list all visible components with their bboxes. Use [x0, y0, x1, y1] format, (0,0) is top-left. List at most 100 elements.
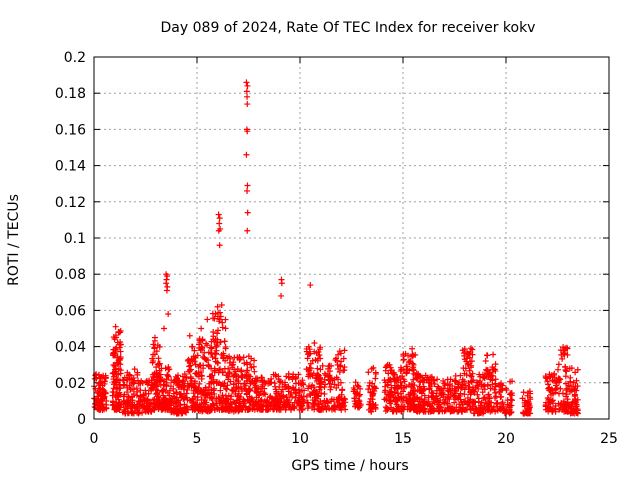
data-point	[160, 386, 167, 393]
data-point	[197, 387, 204, 394]
data-point	[243, 88, 250, 95]
data-point	[384, 406, 391, 413]
data-point	[564, 351, 571, 358]
data-point	[490, 351, 497, 358]
data-point	[158, 365, 165, 372]
data-point	[397, 382, 404, 389]
data-point	[509, 378, 516, 385]
data-point	[164, 273, 171, 280]
data-point	[489, 364, 496, 371]
data-point	[205, 349, 212, 356]
data-point	[519, 395, 526, 402]
data-point	[462, 382, 469, 389]
data-point	[230, 380, 237, 387]
data-point	[311, 406, 318, 413]
data-point	[217, 387, 224, 394]
data-point	[450, 393, 457, 400]
data-point	[413, 374, 420, 381]
data-point	[151, 370, 158, 377]
data-point	[526, 400, 533, 407]
data-point	[156, 360, 163, 367]
data-point	[298, 381, 305, 388]
data-point	[216, 215, 223, 222]
data-point	[146, 405, 153, 412]
data-point	[185, 382, 192, 389]
data-point	[173, 389, 180, 396]
data-point	[244, 367, 251, 374]
data-point	[124, 376, 131, 383]
data-point	[285, 383, 292, 390]
data-point	[492, 361, 499, 368]
data-point	[428, 389, 435, 396]
data-point	[283, 394, 290, 401]
data-point	[137, 380, 144, 387]
data-point	[471, 403, 478, 410]
data-point	[482, 358, 489, 365]
data-point	[260, 390, 267, 397]
y-tick-label: 0.06	[55, 303, 86, 319]
data-point	[101, 378, 108, 385]
data-point	[244, 93, 251, 100]
data-point	[410, 352, 417, 359]
data-point	[226, 353, 233, 360]
data-point	[248, 396, 255, 403]
data-point	[383, 363, 390, 370]
data-point	[306, 364, 313, 371]
data-point	[264, 406, 271, 413]
data-point	[224, 406, 231, 413]
x-tick-label: 0	[90, 431, 99, 447]
data-point	[229, 364, 236, 371]
data-point	[273, 397, 280, 404]
data-point	[262, 380, 269, 387]
data-point	[185, 368, 192, 375]
data-point	[247, 361, 254, 368]
data-point	[194, 371, 201, 378]
data-point	[290, 371, 297, 378]
data-point	[305, 385, 312, 392]
data-point	[486, 394, 493, 401]
data-point	[494, 399, 501, 406]
data-point	[489, 372, 496, 379]
data-point	[121, 391, 128, 398]
data-point	[209, 354, 216, 361]
data-point	[330, 396, 337, 403]
data-point	[222, 345, 229, 352]
data-point	[402, 350, 409, 357]
data-point	[219, 324, 226, 331]
data-point	[95, 406, 102, 413]
data-point	[339, 400, 346, 407]
data-point	[159, 400, 166, 407]
data-point	[469, 370, 476, 377]
data-point	[180, 377, 187, 384]
data-point	[567, 378, 574, 385]
data-point	[250, 363, 257, 370]
data-point	[254, 377, 261, 384]
data-point	[99, 382, 106, 389]
data-point	[423, 376, 430, 383]
data-point	[331, 381, 338, 388]
data-point	[284, 401, 291, 408]
data-point	[463, 371, 470, 378]
data-point	[193, 401, 200, 408]
data-point	[189, 358, 196, 365]
data-point	[436, 407, 443, 414]
data-point	[427, 407, 434, 414]
data-point	[289, 376, 296, 383]
data-point	[276, 378, 283, 385]
data-point	[418, 396, 425, 403]
data-point	[303, 345, 310, 352]
data-point	[314, 392, 321, 399]
data-point	[551, 370, 558, 377]
data-point	[201, 399, 208, 406]
data-point	[321, 390, 328, 397]
data-point	[110, 334, 117, 341]
data-point	[224, 382, 231, 389]
data-point	[103, 401, 110, 408]
data-point	[131, 366, 138, 373]
data-point	[194, 352, 201, 359]
data-point	[117, 361, 124, 368]
data-point	[273, 390, 280, 397]
data-point	[520, 389, 527, 396]
data-point	[218, 301, 225, 308]
data-point	[484, 367, 491, 374]
